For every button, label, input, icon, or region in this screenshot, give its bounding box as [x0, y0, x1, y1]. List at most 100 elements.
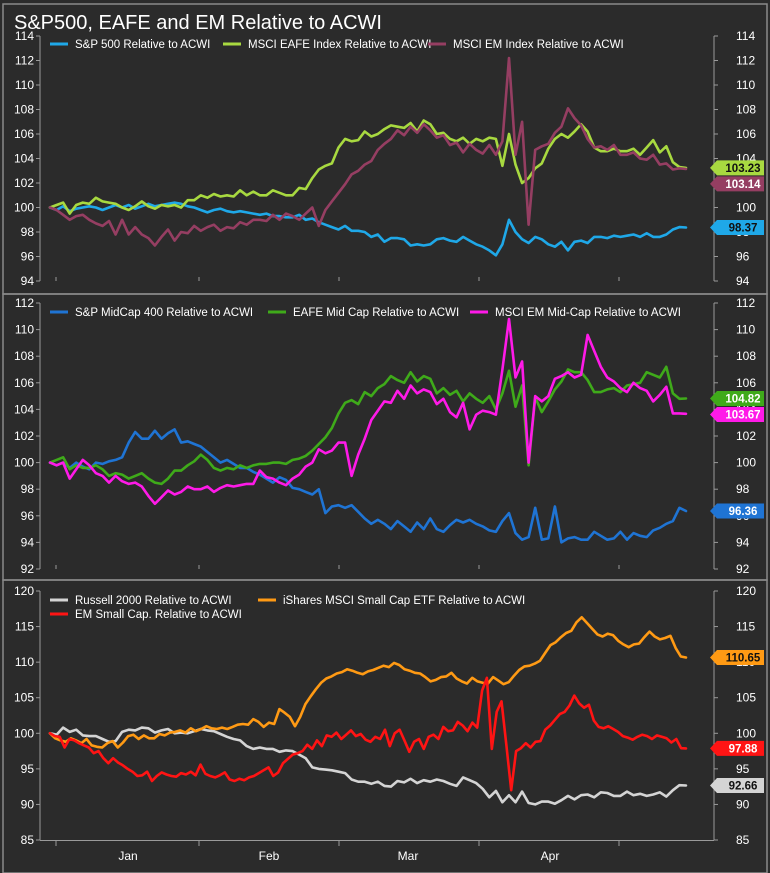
- y-tick-label-right: 102: [736, 429, 756, 443]
- y-tick-label-right: 108: [736, 349, 756, 363]
- panel-1: 9494969698981001001021021041041061061081…: [2, 3, 768, 295]
- y-tick-label-right: 120: [736, 584, 756, 598]
- y-tick-label-left: 108: [14, 103, 34, 117]
- legend-label: S&P MidCap 400 Relative to ACWI: [75, 307, 253, 319]
- y-tick-label-left: 102: [14, 176, 34, 190]
- panel-3: 8585909095951001001051051101101151151201…: [2, 579, 768, 873]
- y-tick-label-left: 108: [14, 349, 34, 363]
- y-tick-label-right: 92: [736, 562, 750, 576]
- y-tick-label-left: 115: [15, 620, 34, 634]
- series-line-1-1: [48, 201, 688, 257]
- last-value-label: 104.82: [725, 393, 760, 405]
- y-tick-label-right: 100: [736, 726, 756, 740]
- y-tick-label-right: 115: [736, 620, 755, 634]
- y-tick-label-left: 96: [21, 250, 35, 264]
- y-tick-label-left: 106: [14, 127, 34, 141]
- y-tick-label-right: 112: [736, 54, 755, 68]
- y-tick-label-left: 110: [15, 78, 34, 92]
- y-tick-label-left: 100: [14, 201, 34, 215]
- y-tick-label-right: 105: [736, 691, 756, 705]
- y-tick-label-right: 114: [736, 29, 755, 43]
- last-value-badge: [710, 406, 764, 422]
- y-tick-label-left: 96: [21, 509, 35, 523]
- y-tick-label-right: 85: [736, 833, 750, 847]
- y-tick-label-right: 112: [736, 296, 755, 310]
- x-tick-label: Mar: [398, 849, 419, 863]
- x-tick-label: Apr: [541, 849, 560, 863]
- y-tick-label-left: 95: [21, 762, 35, 776]
- y-tick-label-left: 100: [14, 456, 34, 470]
- y-tick-label-left: 85: [21, 833, 35, 847]
- last-value-badge: [710, 176, 764, 192]
- y-tick-label-right: 98: [736, 482, 750, 496]
- y-tick-label-right: 90: [736, 797, 750, 811]
- y-tick-label-right: 110: [736, 323, 755, 337]
- legend-label: EAFE Mid Cap Relative to ACWI: [293, 307, 459, 319]
- y-tick-label-left: 112: [15, 54, 34, 68]
- y-tick-label-right: 94: [736, 274, 750, 288]
- y-tick-label-right: 106: [736, 127, 756, 141]
- y-tick-label-left: 102: [14, 429, 34, 443]
- panel-2: 9292949496969898100100102102104104106106…: [2, 293, 768, 581]
- series-line-1-3: [48, 56, 688, 247]
- y-tick-label-right: 110: [736, 78, 755, 92]
- legend-label: S&P 500 Relative to ACWI: [75, 39, 210, 51]
- last-value-label: 103.14: [725, 179, 761, 191]
- series-line-2-3: [48, 317, 688, 506]
- last-value-badge: [710, 219, 764, 235]
- panel-frame: [2, 579, 768, 873]
- series-line-2-2: [48, 365, 688, 486]
- y-tick-label-left: 104: [14, 152, 34, 166]
- last-value-badge: [710, 740, 764, 756]
- last-value-badge: [710, 650, 764, 666]
- y-tick-label-right: 94: [736, 535, 750, 549]
- y-tick-label-left: 92: [21, 562, 35, 576]
- y-tick-label-left: 100: [14, 726, 34, 740]
- y-tick-label-left: 120: [14, 584, 34, 598]
- series-line-2-1: [48, 428, 688, 544]
- legend-label: EM Small Cap. Relative to ACWI: [75, 609, 242, 621]
- last-value-badge: [710, 160, 764, 176]
- y-tick-label-left: 114: [15, 29, 34, 43]
- last-value-label: 92.66: [729, 781, 758, 793]
- chart-title: S&P500, EAFE and EM Relative to ACWI: [14, 12, 382, 34]
- last-value-label: 110.65: [726, 653, 761, 665]
- series-line-3-1: [48, 726, 688, 806]
- last-value-label: 96.36: [729, 506, 758, 518]
- last-value-label: 103.67: [725, 409, 760, 421]
- legend-label: iShares MSCI Small Cap ETF Relative to A…: [283, 595, 525, 607]
- last-value-label: 98.37: [729, 222, 758, 234]
- y-tick-label-right: 95: [736, 762, 750, 776]
- legend-label: Russell 2000 Relative to ACWI: [75, 595, 232, 607]
- x-tick-label: Feb: [259, 849, 280, 863]
- last-value-label: 103.23: [725, 163, 760, 175]
- last-value-label: 97.88: [729, 743, 758, 755]
- chart-panels: 94 94 96 96 98 98 100 100 102 102 104 104 106 106 108 1…: [2, 3, 768, 873]
- y-tick-label-left: 105: [14, 691, 34, 705]
- y-tick-label-left: 90: [21, 797, 35, 811]
- y-tick-label-left: 112: [15, 296, 34, 310]
- y-tick-label-left: 110: [15, 323, 34, 337]
- x-tick-label: Jan: [118, 849, 137, 863]
- y-tick-label-left: 98: [21, 225, 35, 239]
- y-tick-label-left: 98: [21, 482, 35, 496]
- series-line-3-3: [48, 676, 688, 792]
- last-value-badge: [710, 778, 764, 794]
- y-tick-label-right: 100: [736, 456, 756, 470]
- y-tick-label-left: 94: [21, 274, 35, 288]
- y-tick-label-right: 96: [736, 250, 750, 264]
- legend-label: MSCI EAFE Index Relative to ACWI: [248, 39, 431, 51]
- y-tick-label-right: 108: [736, 103, 756, 117]
- y-tick-label-left: 94: [21, 535, 35, 549]
- legend-label: MSCI EM Mid-Cap Relative to ACWI: [495, 307, 681, 319]
- y-tick-label-right: 100: [736, 201, 756, 215]
- last-value-badge: [710, 503, 764, 519]
- y-tick-label-left: 106: [14, 376, 34, 390]
- series-line-3-2: [48, 615, 688, 749]
- y-tick-label-left: 104: [14, 402, 34, 416]
- y-tick-label-left: 110: [15, 655, 34, 669]
- legend-label: MSCI EM Index Relative to ACWI: [453, 39, 624, 51]
- y-tick-label-right: 106: [736, 376, 756, 390]
